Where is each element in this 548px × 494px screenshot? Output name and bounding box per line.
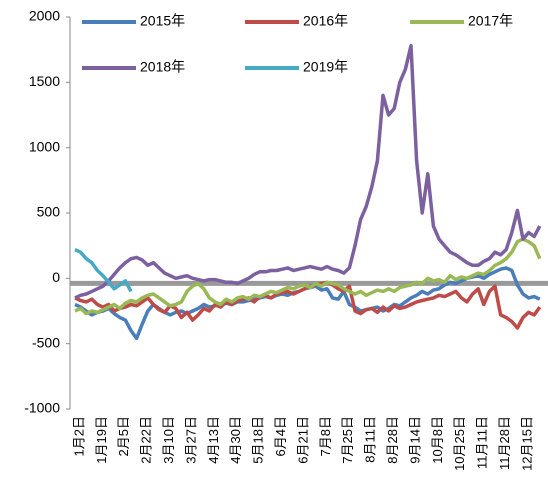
x-tick-label: 12月15日 <box>519 416 534 471</box>
x-tick-label: 8月11日 <box>363 416 378 463</box>
x-tick-label: 2月22日 <box>139 416 154 464</box>
x-tick-label: 2月5日 <box>116 416 131 456</box>
x-tick-label: 11月28日 <box>497 416 512 470</box>
legend-label: 2019年 <box>303 59 348 75</box>
x-tick-label: 5月18日 <box>251 416 266 464</box>
x-tick-label: 3月10日 <box>161 416 176 464</box>
y-tick-label: -500 <box>32 334 60 350</box>
legend-label: 2015年 <box>140 13 185 29</box>
x-tick-label: 8月28日 <box>385 416 400 464</box>
x-tick-label: 4月30日 <box>228 416 243 464</box>
y-tick-label: 500 <box>37 204 61 220</box>
y-tick-label: -1000 <box>24 400 60 416</box>
x-tick-label: 4月13日 <box>206 416 221 464</box>
x-tick-label: 11月11日 <box>475 416 490 469</box>
x-tick-label: 6月21日 <box>295 416 310 464</box>
x-tick-label: 1月2日 <box>71 416 86 456</box>
x-tick-label: 3月27日 <box>183 416 198 464</box>
x-tick-label: 10月25日 <box>452 416 467 471</box>
x-tick-label: 7月25日 <box>340 416 355 464</box>
x-tick-label: 6月4日 <box>273 416 288 456</box>
series-line <box>74 237 542 316</box>
y-tick-label: 1000 <box>29 138 60 154</box>
y-tick-label: 2000 <box>29 8 60 24</box>
y-tick-label: 0 <box>52 269 60 285</box>
x-tick-label: 1月19日 <box>94 416 109 464</box>
legend-label: 2016年 <box>303 13 348 29</box>
x-tick-label: 7月8日 <box>318 416 333 456</box>
series-line <box>74 43 542 300</box>
legend-label: 2018年 <box>140 59 185 75</box>
y-tick-label: 1500 <box>29 73 60 89</box>
x-tick-label: 10月8日 <box>430 416 445 464</box>
x-tick-label: 9月14日 <box>407 416 422 464</box>
series-line <box>74 248 133 293</box>
legend-label: 2017年 <box>468 13 513 29</box>
